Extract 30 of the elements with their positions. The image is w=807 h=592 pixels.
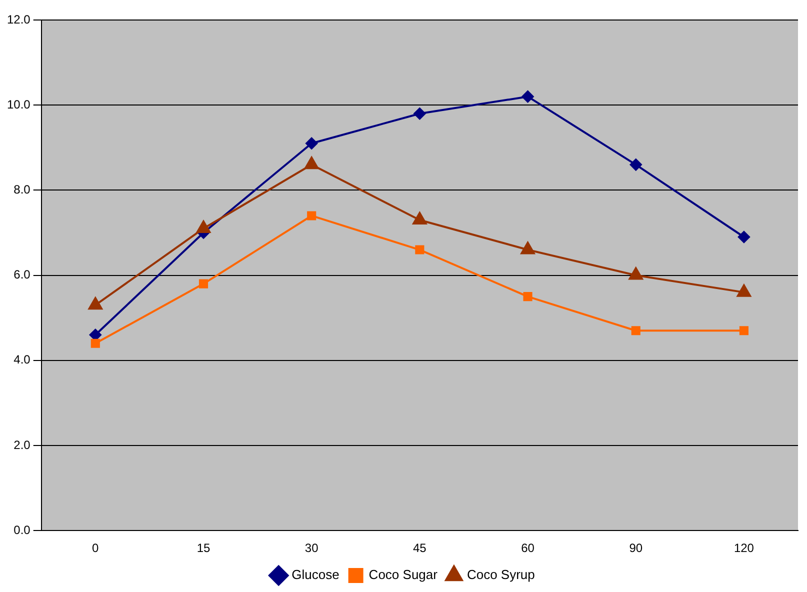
point bbox=[414, 108, 426, 120]
x-tick-label: 90 bbox=[629, 541, 643, 556]
point bbox=[738, 231, 750, 244]
x-tick-label: 45 bbox=[413, 541, 427, 556]
point bbox=[523, 292, 532, 302]
point bbox=[306, 137, 318, 150]
point bbox=[307, 211, 316, 220]
point bbox=[88, 297, 102, 310]
y-tick-label: 6.0 bbox=[14, 268, 31, 282]
point bbox=[739, 326, 748, 336]
point bbox=[522, 90, 534, 103]
x-tick-label: 15 bbox=[196, 541, 210, 556]
x-tick-label: 60 bbox=[521, 541, 535, 556]
y-tick-label: 10.0 bbox=[6, 97, 31, 112]
point bbox=[198, 279, 208, 288]
y-tick-label: 4.0 bbox=[14, 352, 31, 367]
point bbox=[90, 338, 100, 348]
legend-label: Coco Sugar bbox=[368, 567, 438, 582]
x-tick-label: 120 bbox=[734, 541, 754, 556]
legend-label: Glucose bbox=[292, 567, 340, 582]
point bbox=[630, 158, 642, 171]
legend-label: Coco Syrup bbox=[466, 567, 535, 582]
point bbox=[631, 326, 640, 336]
x-tick-label: 30 bbox=[304, 541, 319, 556]
y-tick-label: 12.0 bbox=[6, 12, 31, 26]
x-tick-label: 0 bbox=[92, 541, 100, 556]
y-tick-label: 8.0 bbox=[14, 182, 31, 197]
y-tick-label: 2.0 bbox=[14, 438, 31, 452]
y-tick-label: 0.0 bbox=[14, 522, 31, 537]
point bbox=[415, 245, 424, 254]
